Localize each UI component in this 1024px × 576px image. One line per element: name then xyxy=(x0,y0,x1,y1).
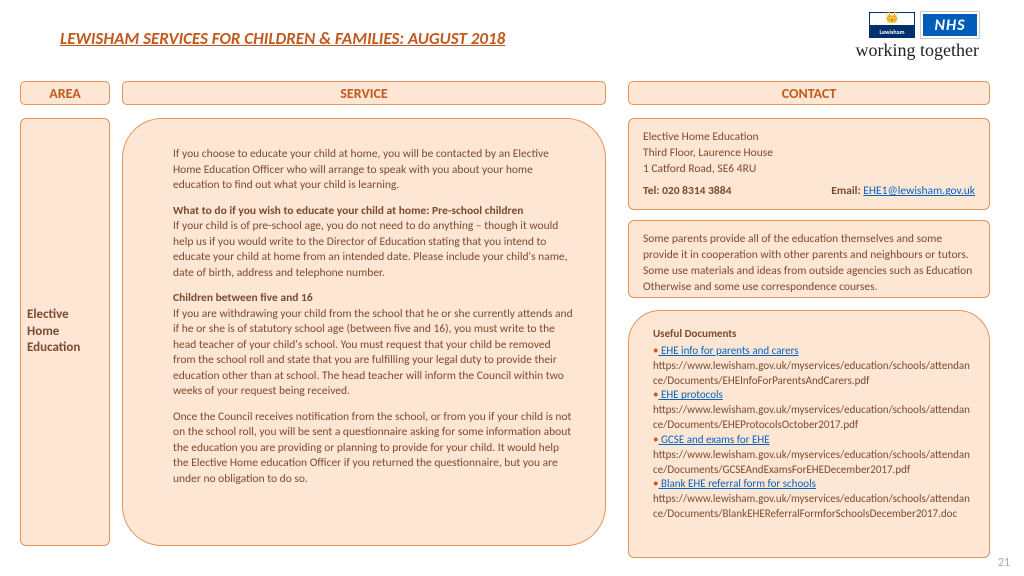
header-area: AREA xyxy=(20,81,110,105)
contact-note-panel: Some parents provide all of the educatio… xyxy=(628,220,990,298)
contact-note: Some parents provide all of the educatio… xyxy=(643,231,975,295)
header-contact: CONTACT xyxy=(628,81,990,105)
doc-link[interactable]: Blank EHE referral form for schools xyxy=(658,477,815,490)
contact-address-panel: Elective Home Education Third Floor, Lau… xyxy=(628,118,990,210)
area-label: Elective Home Education xyxy=(21,307,109,358)
doc-link[interactable]: EHE protocols xyxy=(658,388,722,401)
doc-item: • Blank EHE referral form for schoolshtt… xyxy=(653,477,973,522)
tagline: working together xyxy=(819,40,979,61)
page-title: LEWISHAM SERVICES FOR CHILDREN & FAMILIE… xyxy=(60,28,505,49)
lewisham-logo: Lewisham xyxy=(869,12,915,38)
useful-documents-panel: Useful Documents • EHE info for parents … xyxy=(628,310,990,558)
service-p4: Once the Council receives notification f… xyxy=(173,410,573,488)
doc-url: https://www.lewisham.gov.uk/myservices/e… xyxy=(653,359,973,389)
service-p2: If your child is of pre-school age, you … xyxy=(173,219,568,280)
contact-addr1: Third Floor, Laurence House xyxy=(643,145,975,161)
service-panel: If you choose to educate your child at h… xyxy=(122,118,606,546)
contact-email-link[interactable]: EHE1@lewisham.gov.uk xyxy=(863,184,975,198)
docs-heading: Useful Documents xyxy=(653,327,973,342)
header-service: SERVICE xyxy=(122,81,606,105)
doc-link[interactable]: GCSE and exams for EHE xyxy=(658,433,769,446)
service-p3: If you are withdrawing your child from t… xyxy=(173,307,573,399)
contact-tel: Tel: 020 8314 3884 xyxy=(643,183,731,199)
page-number: 21 xyxy=(998,556,1010,570)
logo-block: Lewisham NHS working together xyxy=(819,12,979,61)
doc-item: • EHE info for parents and carershttps:/… xyxy=(653,344,973,389)
email-label: Email: xyxy=(831,184,863,198)
nhs-logo: NHS xyxy=(921,12,979,38)
area-panel: Elective Home Education xyxy=(20,118,110,546)
doc-url: https://www.lewisham.gov.uk/myservices/e… xyxy=(653,403,973,433)
doc-item: • GCSE and exams for EHEhttps://www.lewi… xyxy=(653,433,973,478)
service-sub2: Children between five and 16 xyxy=(173,291,313,305)
doc-link[interactable]: EHE info for parents and carers xyxy=(658,344,798,357)
service-p1: If you choose to educate your child at h… xyxy=(173,147,573,194)
service-sub1: What to do if you wish to educate your c… xyxy=(173,204,523,218)
doc-item: • EHE protocolshttps://www.lewisham.gov.… xyxy=(653,388,973,433)
doc-url: https://www.lewisham.gov.uk/myservices/e… xyxy=(653,492,973,522)
contact-addr2: 1 Catford Road, SE6 4RU xyxy=(643,161,975,177)
doc-url: https://www.lewisham.gov.uk/myservices/e… xyxy=(653,448,973,478)
contact-name: Elective Home Education xyxy=(643,129,975,145)
